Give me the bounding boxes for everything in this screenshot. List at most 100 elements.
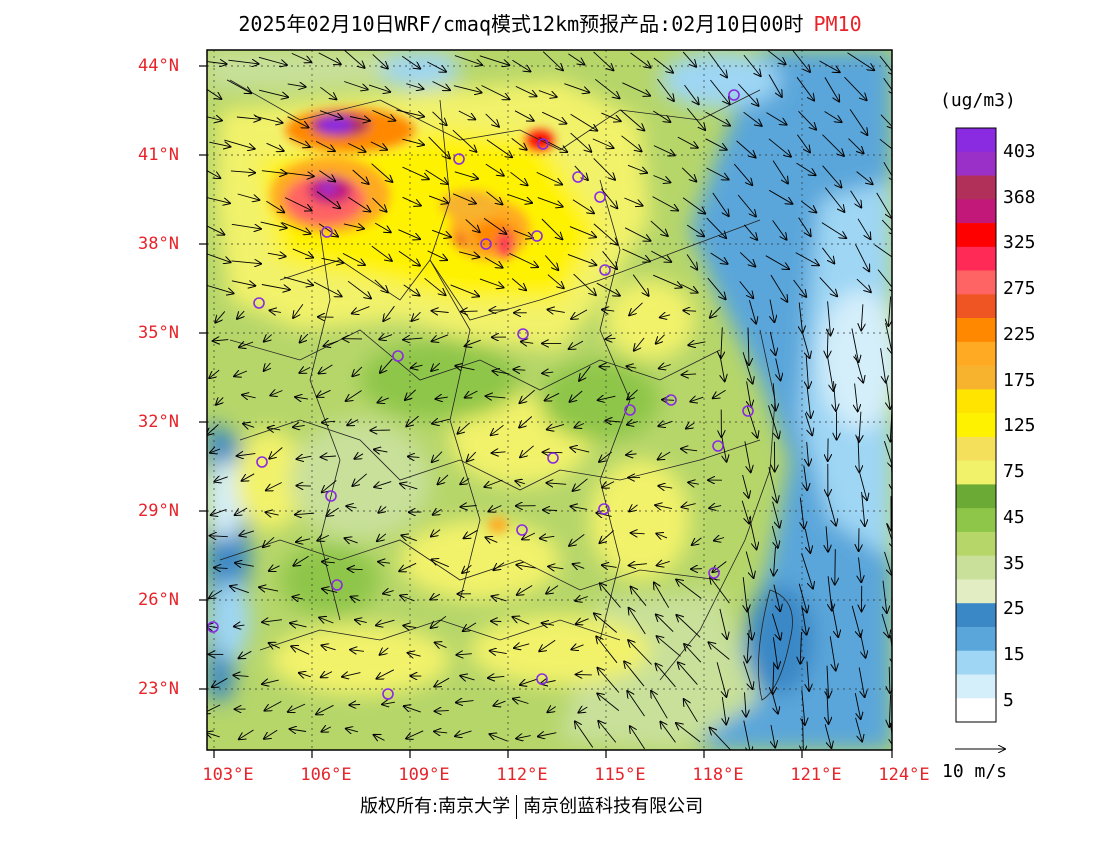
colorbar-swatch: [956, 175, 996, 200]
wind-arrow: [352, 306, 370, 314]
colorbar-swatch: [956, 294, 996, 319]
wind-arrow: [281, 222, 311, 234]
wind-arrow: [547, 424, 565, 429]
wind-arrow: [521, 342, 534, 344]
wind-arrow: [322, 645, 336, 649]
colorbar-label: 225: [1003, 324, 1036, 345]
wind-arrow: [634, 337, 645, 351]
wind-arrow: [630, 52, 651, 68]
wind-arrow: [571, 645, 584, 650]
wind-arrow: [481, 85, 510, 100]
wind-arrow: [479, 55, 510, 65]
wind-arrow: [797, 134, 810, 153]
wind-arrow: [605, 421, 621, 422]
wind-arrow: [743, 54, 761, 76]
colorbar-swatch: [956, 626, 996, 652]
wind-arrow: [405, 389, 417, 400]
wind-arrow: [819, 60, 840, 72]
concentration-field: [207, 50, 892, 750]
wind-arrow: [321, 672, 333, 678]
wind-arrow: [854, 693, 860, 719]
wind-arrow: [710, 728, 732, 750]
wind-arrow: [287, 116, 309, 128]
wind-arrow: [377, 533, 387, 541]
wind-arrow: [427, 250, 448, 260]
wind-arrow: [401, 55, 420, 68]
wind-arrow: [844, 76, 867, 100]
wind-arrow: [207, 225, 224, 235]
wind-arrow: [396, 109, 425, 117]
wind-arrow: [684, 699, 698, 723]
wind-arrow: [403, 626, 417, 628]
wind-arrow: [686, 423, 695, 429]
wind-arrow: [692, 537, 702, 545]
wind-arrow: [719, 354, 725, 381]
wind-arrow: [207, 61, 226, 64]
wind-arrow: [655, 505, 672, 509]
wind-arrow: [568, 53, 584, 65]
wind-arrow: [887, 382, 890, 409]
wind-arrow: [737, 194, 756, 217]
wind-arrow: [657, 636, 681, 657]
wind-arrow: [398, 229, 420, 240]
wind-arrow: [681, 284, 697, 293]
wind-arrow: [847, 52, 875, 70]
wind-arrow: [733, 163, 752, 185]
wind-arrow: [520, 678, 538, 685]
wind-arrow: [515, 85, 537, 96]
wind-arrow: [712, 192, 729, 216]
wind-arrow: [326, 507, 339, 516]
wind-arrow: [804, 465, 807, 491]
colorbar: [955, 127, 997, 723]
wind-arrow: [485, 163, 504, 176]
wind-arrow: [656, 615, 674, 633]
wind-arrow: [236, 117, 260, 119]
wind-arrow: [542, 51, 563, 71]
wind-arrow: [490, 651, 507, 654]
wind-arrow: [676, 615, 701, 638]
wind-arrow: [768, 74, 782, 97]
wind-arrow: [573, 564, 585, 568]
wind-arrow: [598, 396, 616, 400]
wind-arrow: [626, 454, 637, 455]
wind-arrow: [719, 608, 727, 639]
wind-arrow: [350, 650, 364, 652]
wind-arrow: [207, 704, 221, 713]
wind-arrow: [292, 597, 303, 599]
wind-arrow: [450, 284, 480, 296]
wind-arrow: [434, 731, 448, 733]
wind-arrow: [709, 642, 730, 660]
wind-arrow: [773, 637, 777, 668]
wind-arrow: [548, 566, 564, 568]
wind-arrow: [209, 369, 220, 378]
wind-arrow: [795, 252, 819, 266]
wind-arrow: [212, 677, 228, 687]
wind-arrow: [406, 84, 423, 89]
wind-arrow: [722, 697, 726, 724]
wind-arrow: [516, 736, 531, 739]
colorbar-label: 325: [1003, 232, 1036, 253]
wind-arrow: [378, 562, 391, 564]
wind-arrow: [486, 537, 498, 542]
wind-arrow: [798, 583, 807, 613]
wind-arrow: [883, 580, 887, 613]
wind-arrow: [370, 141, 387, 150]
wind-arrow: [602, 482, 615, 488]
wind-arrow: [741, 500, 749, 524]
wind-arrow: [714, 538, 725, 541]
wind-arrow: [710, 79, 729, 104]
wind-arrow: [569, 340, 584, 349]
wind-arrow: [771, 725, 775, 747]
copyright-separator: [516, 795, 518, 819]
lat-label: 44°N: [138, 56, 179, 76]
wind-arrow: [287, 84, 306, 87]
wind-arrow: [889, 694, 890, 727]
wind-arrow: [513, 369, 526, 370]
wind-arrow: [768, 189, 792, 204]
wind-arrow: [652, 196, 679, 211]
wind-arrow: [264, 362, 271, 371]
colorbar-swatch: [956, 389, 996, 414]
wind-arrow: [567, 253, 596, 265]
wind-arrow: [885, 323, 892, 354]
wind-arrow: [511, 278, 526, 291]
